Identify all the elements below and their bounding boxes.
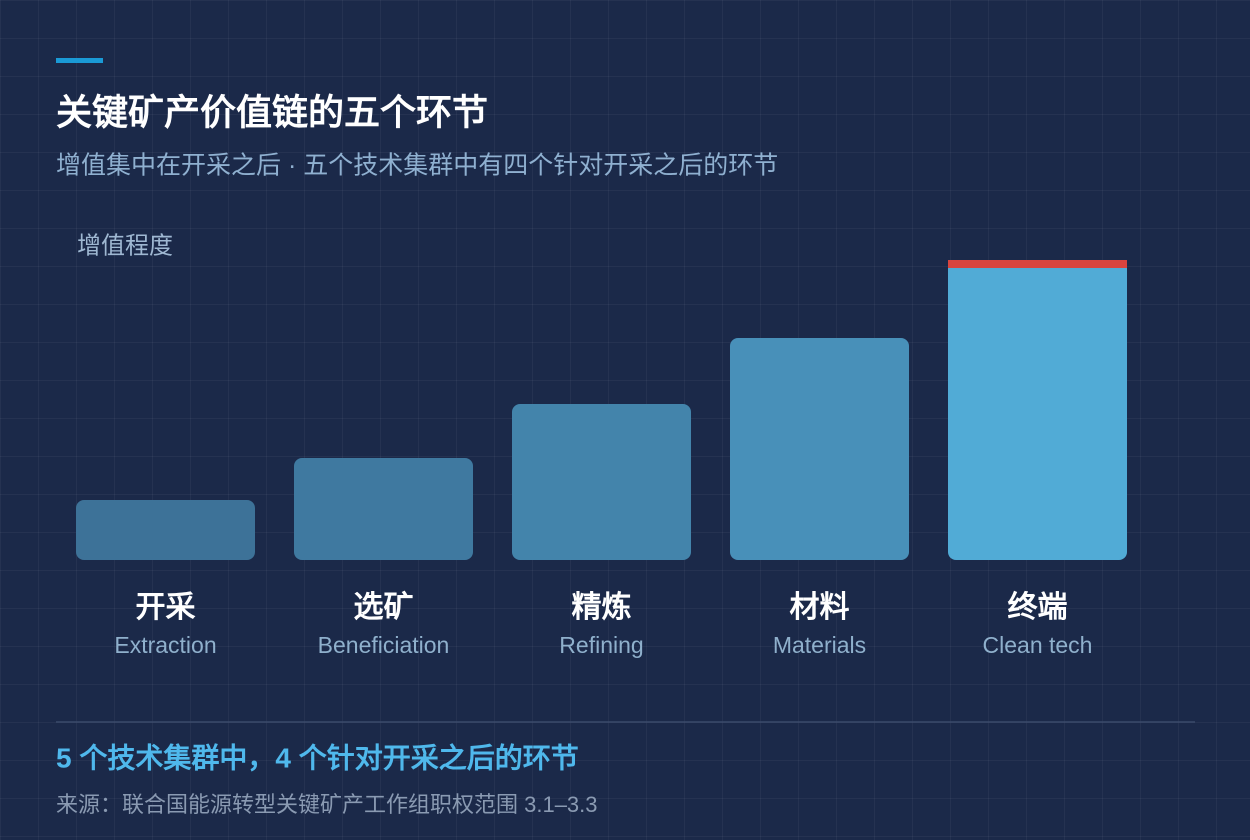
x-tick-label: 精炼 bbox=[572, 590, 632, 624]
x-tick-label: 终端 bbox=[1008, 591, 1068, 624]
chart-subtitle: 增值集中在开采之后 · 五个技术集群中有四个针对开采之后的环节 bbox=[56, 152, 778, 180]
x-tick-label: 选矿 bbox=[354, 590, 414, 624]
source: 来源：联合国能源转型关键矿产工作组职权范围 3.1–3.3 bbox=[56, 792, 598, 817]
y-axis-label: 增值程度 bbox=[77, 232, 173, 259]
x-tick-sublabel: Clean tech bbox=[983, 632, 1093, 658]
footnote: 5 个技术集群中，4 个针对开采之后的环节 bbox=[56, 741, 579, 773]
x-tick-sublabel: Beneficiation bbox=[318, 632, 450, 658]
x-tick-sublabel: Extraction bbox=[114, 632, 216, 658]
bar bbox=[948, 260, 1127, 560]
x-tick-label: 材料 bbox=[790, 591, 850, 624]
x-tick-sublabel: Materials bbox=[773, 632, 866, 658]
highlight-cap bbox=[948, 260, 1127, 268]
bar bbox=[294, 458, 473, 560]
bar bbox=[76, 500, 255, 560]
bar bbox=[512, 404, 691, 560]
x-tick-sublabel: Refining bbox=[559, 632, 643, 658]
bar bbox=[730, 338, 909, 560]
chart-title: 关键矿产价值链的五个环节 bbox=[56, 92, 488, 133]
accent-bar bbox=[56, 58, 103, 63]
x-tick-label: 开采 bbox=[136, 591, 196, 624]
